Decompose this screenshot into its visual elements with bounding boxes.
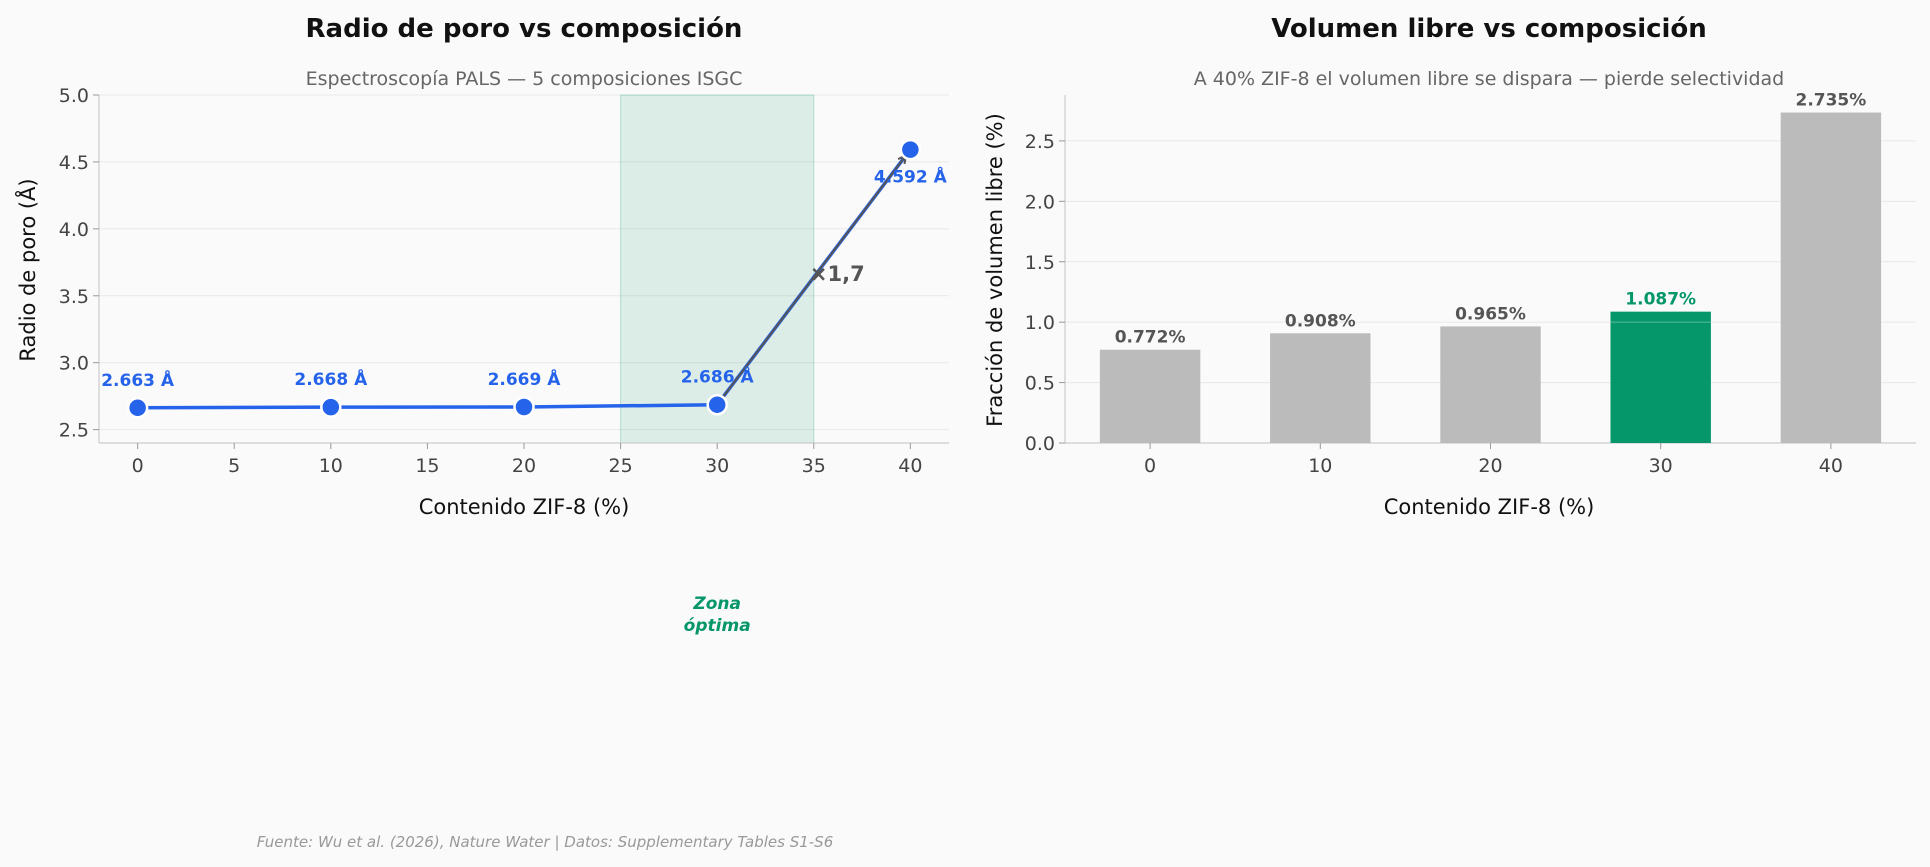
bars <box>1099 112 1882 443</box>
bar-value-label: 0.772% <box>1115 328 1186 348</box>
x-tick-label: 20 <box>1478 455 1502 477</box>
multiplier-annotation: ×1,7 <box>810 262 865 286</box>
bar <box>1270 333 1371 443</box>
x-tick-label: 35 <box>802 455 826 477</box>
y-axis-label: Fracción de volumen libre (%) <box>983 113 1007 427</box>
y-tick-label: 5.0 <box>59 85 89 107</box>
point-label: 2.669 Å <box>488 367 562 390</box>
bar-value-label: 1.087% <box>1625 290 1696 310</box>
bar-value-labels: 0.772% 0.908% 0.965% 1.087% 2.735% <box>1115 91 1867 348</box>
bar-value-label: 2.735% <box>1795 91 1866 111</box>
x-tick-label: 30 <box>1649 455 1673 477</box>
x-tick-label: 15 <box>415 455 439 477</box>
growth-arrow <box>721 156 906 399</box>
bar <box>1440 326 1541 443</box>
y-tick-label: 3.0 <box>59 353 89 375</box>
x-tick-label: 10 <box>1308 455 1332 477</box>
bar-value-label: 0.908% <box>1285 311 1356 331</box>
y-tick-label: 0.5 <box>1025 373 1055 395</box>
point-labels: 2.663 Å 2.668 Å 2.669 Å 2.686 Å 4.592 Å <box>101 165 947 391</box>
chart-subtitle: Espectroscopía PALS — 5 composiciones IS… <box>306 68 743 90</box>
y-tick-label: 2.0 <box>1025 191 1055 213</box>
y-tick-label: 2.5 <box>59 420 89 442</box>
y-tick-label: 2.5 <box>1025 131 1055 153</box>
bar-value-label: 0.965% <box>1455 304 1526 324</box>
grid <box>99 94 949 431</box>
y-tick-label: 4.5 <box>59 152 89 174</box>
chart-subtitle: A 40% ZIF-8 el volumen libre se dispara … <box>1194 68 1784 90</box>
zone-label-line1: Zona <box>692 594 741 614</box>
bar <box>1099 349 1201 443</box>
free-volume-chart: Volumen libre vs composición A 40% ZIF-8… <box>983 14 1916 519</box>
x-tick-label: 5 <box>228 455 240 477</box>
x-tick-label: 40 <box>898 455 922 477</box>
x-tick-label: 20 <box>512 455 536 477</box>
chart-title: Radio de poro vs composición <box>306 14 743 44</box>
bar <box>1610 311 1711 443</box>
point-label: 2.668 Å <box>294 367 368 390</box>
bar <box>1780 112 1882 443</box>
y-tick-label: 1.5 <box>1025 252 1055 274</box>
chart-title: Volumen libre vs composición <box>1271 14 1707 44</box>
source-footer: Fuente: Wu et al. (2026), Nature Water |… <box>257 833 833 851</box>
optimal-zone <box>620 94 815 444</box>
x-ticks: 0 5 10 15 20 25 30 35 40 <box>132 443 922 477</box>
y-tick-label: 1.0 <box>1025 312 1055 334</box>
y-ticks: 2.5 3.0 3.5 4.0 4.5 5.0 <box>59 85 99 442</box>
data-point <box>513 396 535 418</box>
point-label: 4.592 Å <box>874 165 948 188</box>
zone-label-line2: óptima <box>684 616 751 636</box>
x-axis-label: Contenido ZIF-8 (%) <box>1384 495 1595 519</box>
data-point <box>899 138 922 161</box>
point-label: 2.663 Å <box>101 368 175 391</box>
data-points <box>126 138 922 419</box>
data-point <box>320 396 342 418</box>
x-tick-label: 10 <box>319 455 343 477</box>
x-tick-label: 30 <box>705 455 729 477</box>
x-tick-label: 0 <box>132 455 144 477</box>
y-ticks: 0.0 0.5 1.0 1.5 2.0 2.5 <box>1025 131 1065 455</box>
x-tick-label: 0 <box>1144 455 1156 477</box>
y-tick-label: 4.0 <box>59 219 89 241</box>
x-tick-label: 40 <box>1819 455 1843 477</box>
data-point <box>126 397 149 419</box>
pore-radius-chart: Radio de poro vs composición Espectrosco… <box>14 14 949 636</box>
point-label: 2.686 Å <box>681 365 755 388</box>
x-ticks: 0 10 20 30 40 <box>1144 443 1843 477</box>
y-tick-label: 0.0 <box>1025 433 1055 455</box>
data-point <box>706 393 728 416</box>
x-tick-label: 25 <box>608 455 632 477</box>
y-tick-label: 3.5 <box>59 286 89 308</box>
y-axis-label: Radio de poro (Å) <box>14 178 40 361</box>
x-axis-label: Contenido ZIF-8 (%) <box>419 495 630 519</box>
